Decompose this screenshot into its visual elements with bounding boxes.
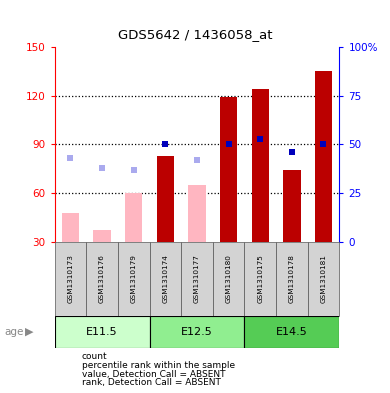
Bar: [86, 242, 118, 316]
Point: [257, 136, 263, 142]
Bar: [149, 242, 181, 316]
Text: GSM1310180: GSM1310180: [225, 255, 232, 303]
Bar: [315, 72, 332, 242]
Bar: [55, 242, 86, 316]
Point: [225, 141, 232, 147]
Bar: [252, 89, 269, 242]
Point: [99, 165, 105, 171]
Text: E11.5: E11.5: [86, 327, 118, 337]
Text: count: count: [82, 353, 108, 361]
Text: value, Detection Call = ABSENT: value, Detection Call = ABSENT: [82, 370, 225, 378]
Text: GSM1310176: GSM1310176: [99, 255, 105, 303]
Bar: [283, 171, 301, 242]
Point: [162, 141, 168, 147]
Text: E12.5: E12.5: [181, 327, 213, 337]
Bar: [118, 242, 149, 316]
Text: GSM1310174: GSM1310174: [162, 255, 168, 303]
Text: GSM1310175: GSM1310175: [257, 255, 263, 303]
Text: E14.5: E14.5: [276, 327, 308, 337]
Text: ▶: ▶: [25, 327, 34, 337]
Text: age: age: [4, 327, 23, 337]
Bar: [276, 242, 308, 316]
Text: GSM1310173: GSM1310173: [67, 255, 73, 303]
Bar: [213, 242, 245, 316]
Text: GSM1310178: GSM1310178: [289, 255, 295, 303]
Bar: [245, 242, 276, 316]
Bar: [188, 185, 206, 242]
Point: [194, 157, 200, 163]
Text: GSM1310179: GSM1310179: [131, 255, 136, 303]
Point: [67, 155, 74, 161]
Text: GSM1310181: GSM1310181: [321, 255, 326, 303]
Bar: [308, 242, 339, 316]
Point: [289, 149, 295, 155]
Point: [131, 167, 137, 173]
Text: percentile rank within the sample: percentile rank within the sample: [82, 361, 235, 370]
Bar: [62, 213, 79, 242]
Text: GDS5642 / 1436058_at: GDS5642 / 1436058_at: [118, 28, 272, 41]
Bar: [93, 230, 111, 242]
Bar: [181, 242, 213, 316]
Bar: [55, 316, 149, 348]
Point: [320, 141, 326, 147]
Text: GSM1310177: GSM1310177: [194, 255, 200, 303]
Bar: [220, 97, 237, 242]
Text: rank, Detection Call = ABSENT: rank, Detection Call = ABSENT: [82, 378, 221, 387]
Bar: [245, 316, 339, 348]
Bar: [157, 156, 174, 242]
Bar: [149, 316, 245, 348]
Bar: [125, 193, 142, 242]
